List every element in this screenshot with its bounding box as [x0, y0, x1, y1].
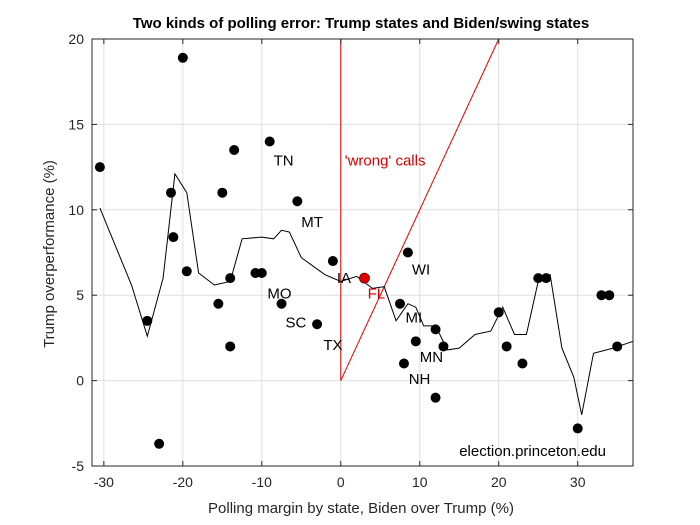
x-tick-label: 0 [337, 474, 345, 490]
data-point [177, 52, 188, 63]
y-tick-label: -5 [72, 458, 85, 474]
state-label: MT [301, 214, 323, 231]
data-point [572, 423, 583, 434]
data-point [276, 298, 287, 309]
data-point [430, 392, 441, 403]
data-point [154, 438, 165, 449]
x-tick-label: -10 [252, 474, 272, 490]
state-label: SC [285, 315, 306, 332]
data-point [181, 266, 192, 277]
data-point [596, 290, 607, 301]
y-tick-label: 20 [68, 31, 84, 47]
y-tick-label: 0 [76, 373, 84, 389]
data-point [493, 307, 504, 318]
y-tick-label: 10 [68, 202, 84, 218]
data-point [165, 187, 176, 198]
x-tick-label: 10 [412, 474, 428, 490]
data-points [94, 52, 623, 449]
data-point [213, 298, 224, 309]
data-point [541, 273, 552, 284]
y-axis-label: Trump overperformance (%) [41, 160, 58, 348]
axis-ticks: -30 -20 -10 0 10 20 30 -5 0 5 10 15 20 [68, 31, 633, 490]
data-point [225, 341, 236, 352]
data-point [604, 290, 615, 301]
data-point [292, 196, 303, 207]
data-point [94, 162, 105, 173]
x-tick-label: -20 [173, 474, 193, 490]
state-label: IA [337, 270, 351, 287]
data-point [312, 319, 323, 330]
annotations: TN MT MO SC TX IA FL WI MI MN NH 'wrong' calls [267, 152, 443, 388]
x-tick-label: 30 [570, 474, 586, 490]
data-point [398, 358, 409, 369]
state-label: MO [267, 286, 291, 303]
state-label: MI [406, 310, 423, 327]
plot-area [92, 39, 633, 466]
data-point [410, 336, 421, 347]
state-label: WI [412, 262, 430, 279]
chart-title: Two kinds of polling error: Trump states… [133, 15, 589, 32]
state-label: MN [420, 349, 443, 366]
data-point [229, 145, 240, 156]
data-point [402, 247, 413, 258]
data-point [395, 298, 406, 309]
state-label: TN [274, 152, 294, 169]
wrong-calls-region [340, 38, 500, 381]
data-point [517, 358, 528, 369]
data-point [225, 273, 236, 284]
x-tick-label: 20 [491, 474, 507, 490]
credit-text: election.princeton.edu [459, 443, 606, 460]
data-point [438, 341, 449, 352]
data-point [501, 341, 512, 352]
data-point [256, 267, 267, 278]
data-point [533, 273, 544, 284]
reference-line [340, 38, 500, 381]
wrong-calls-label: 'wrong' calls [345, 152, 426, 169]
state-label: FL [368, 286, 386, 303]
x-tick-label: -30 [94, 474, 114, 490]
data-point [327, 256, 338, 267]
state-label: TX [323, 337, 342, 354]
plot-frame [91, 38, 634, 467]
data-point [217, 187, 228, 198]
y-tick-label: 5 [76, 287, 84, 303]
state-label: NH [409, 371, 431, 388]
data-point [612, 341, 623, 352]
x-axis-label: Polling margin by state, Biden over Trum… [208, 500, 514, 517]
data-point [142, 315, 153, 326]
data-point [430, 324, 441, 335]
y-tick-label: 15 [68, 116, 84, 132]
data-point-highlight [359, 272, 370, 284]
data-point [168, 232, 179, 243]
data-point [264, 136, 275, 147]
